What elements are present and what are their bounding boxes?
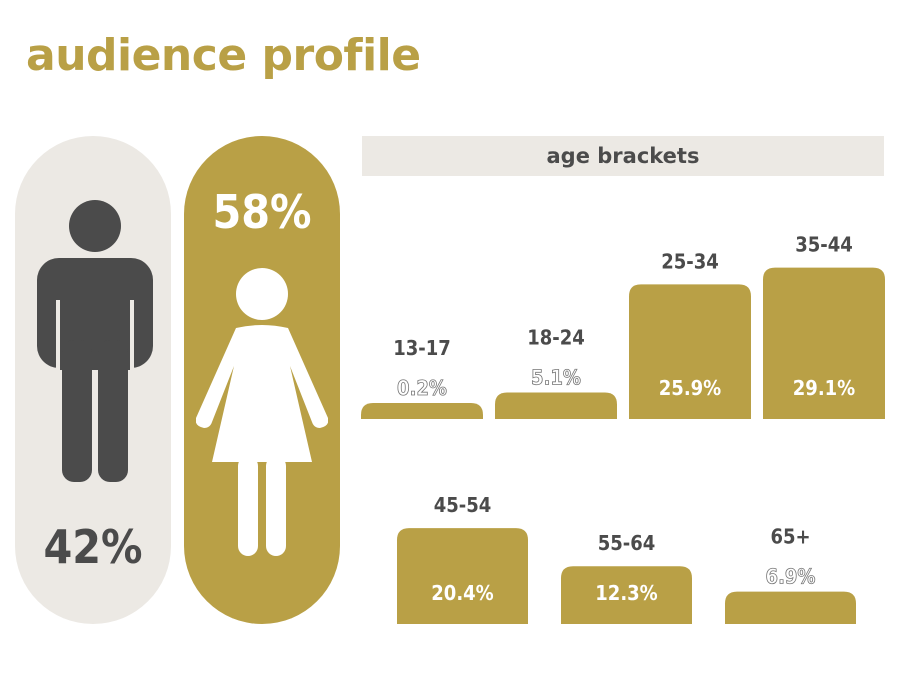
bar-value-label: 29.1% (793, 376, 855, 400)
bar-category-label: 65+ (770, 525, 810, 549)
bar-value-label: 25.9% (659, 376, 721, 400)
bar-45-54 (397, 528, 528, 624)
bar-value-label: 20.4% (431, 581, 493, 605)
bar-category-label: 25-34 (661, 249, 719, 273)
bar-18-24 (495, 392, 617, 419)
bar-13-17 (361, 403, 483, 419)
age-brackets-header: age brackets (362, 136, 884, 176)
bar-category-label: 35-44 (795, 233, 853, 257)
male-percentage: 42% (43, 520, 143, 574)
bar-category-label: 13-17 (393, 336, 451, 360)
bar-55-64 (561, 566, 692, 624)
page-title: audience profile (26, 30, 421, 81)
bar-category-label: 18-24 (527, 325, 585, 349)
female-person-icon (196, 268, 328, 556)
bar-value-label: 12.3% (595, 581, 657, 605)
male-person-icon (37, 200, 153, 482)
bar-category-label: 55-64 (598, 531, 656, 555)
female-percentage: 58% (212, 185, 312, 239)
chart-title: age brackets (546, 144, 700, 168)
bar-value-label: 0.2% (397, 376, 447, 400)
bar-category-label: 45-54 (434, 493, 492, 517)
bar-value-label: 5.1% (531, 365, 581, 389)
bar-65+ (725, 591, 856, 624)
bar-25-34 (629, 284, 751, 419)
bar-value-label: 6.9% (766, 565, 816, 589)
bar-35-44 (763, 267, 885, 419)
